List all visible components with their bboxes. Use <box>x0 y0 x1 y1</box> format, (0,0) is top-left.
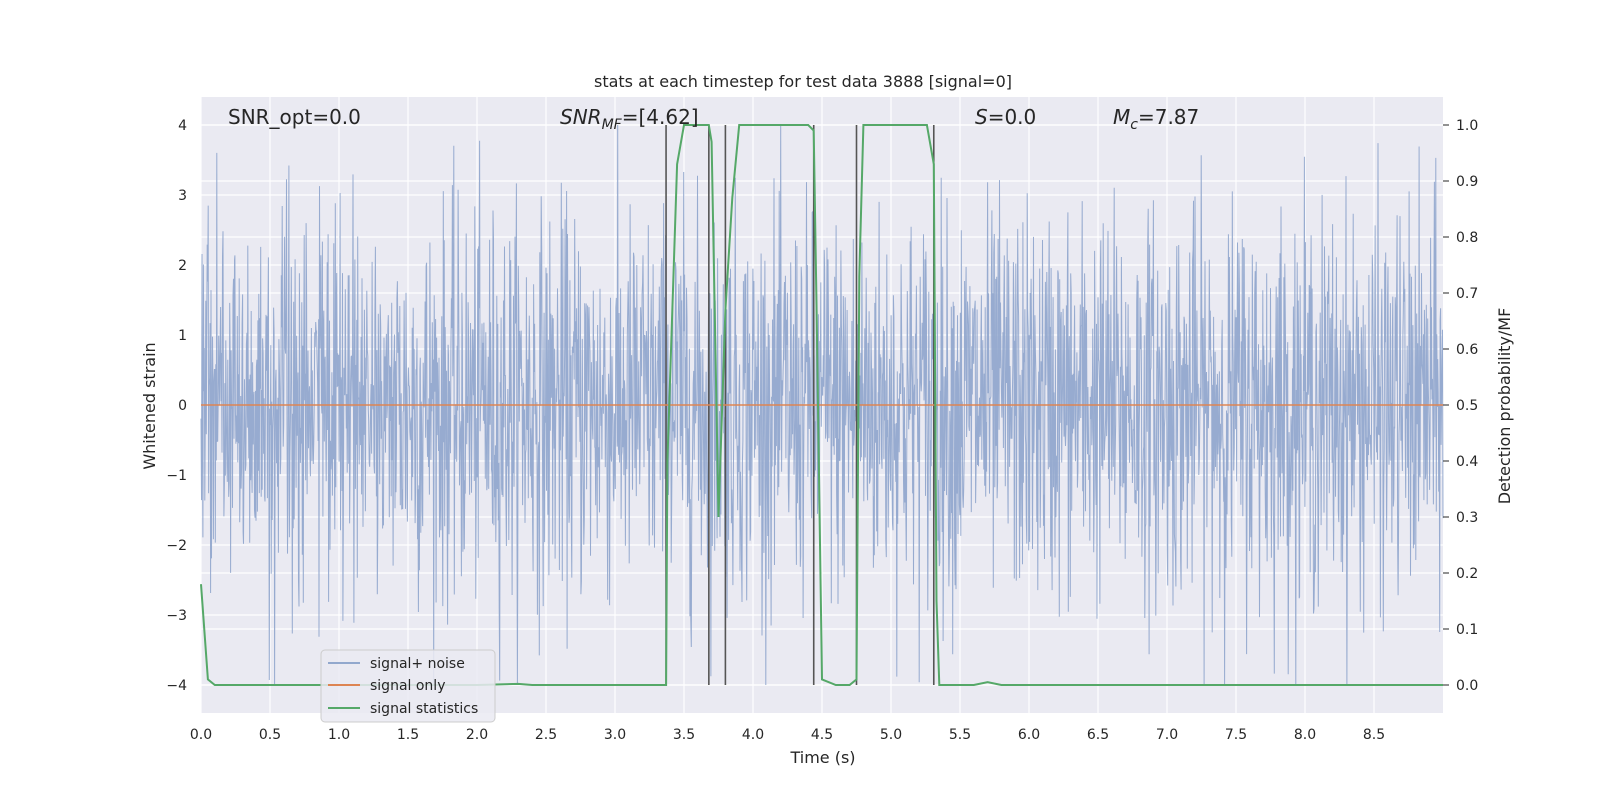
x-tick-label: 7.0 <box>1156 727 1178 743</box>
x-axis-label: Time (s) <box>789 748 855 767</box>
annotation-s-value: =0.0 <box>988 105 1037 129</box>
x-tick-label: 1.5 <box>397 727 419 743</box>
y-tick-label-right: 0.5 <box>1456 398 1478 414</box>
legend-label-signal-only: signal only <box>370 678 445 694</box>
y-tick-label-left: 3 <box>178 188 187 204</box>
legend: signal+ noise signal only signal statist… <box>320 649 496 723</box>
signal-noise-line <box>200 124 1444 686</box>
y-tick-label-left: −2 <box>166 538 187 554</box>
x-tick-label: 3.5 <box>673 727 695 743</box>
signal-noise-series <box>200 124 1444 686</box>
x-tick-label: 1.0 <box>328 727 350 743</box>
x-ticks: 0.0 0.5 1.0 1.5 2.0 2.5 3.0 3.5 4.0 4.5 5.0 5.5 6.0 6… <box>190 727 1385 743</box>
x-tick-label: 0.5 <box>259 727 281 743</box>
x-tick-label: 8.0 <box>1294 727 1316 743</box>
legend-label-signal-noise: signal+ noise <box>370 656 465 672</box>
y-tick-label-right: 0.2 <box>1456 566 1478 582</box>
y-tick-label-left: 1 <box>178 328 187 344</box>
y-tick-label-right: 0.1 <box>1456 622 1478 638</box>
y-tick-label-left: 0 <box>178 398 187 414</box>
x-tick-label: 5.5 <box>949 727 971 743</box>
x-tick-label: 8.5 <box>1363 727 1385 743</box>
legend-label-signal-statistics: signal statistics <box>370 701 478 717</box>
y-tick-label-left: −4 <box>166 678 187 694</box>
x-tick-label: 6.0 <box>1018 727 1040 743</box>
signal-statistics-series <box>200 124 1443 686</box>
y-axis-label-right: Detection probability/MF <box>1495 308 1514 505</box>
x-tick-label: 6.5 <box>1087 727 1109 743</box>
x-tick-label: 2.5 <box>535 727 557 743</box>
x-tick-label: 3.0 <box>604 727 626 743</box>
x-tick-label: 7.5 <box>1225 727 1247 743</box>
y-tick-label-right: 0.3 <box>1456 510 1478 526</box>
x-tick-label: 0.0 <box>190 727 212 743</box>
annotation-s: S=0.0 <box>975 105 1036 129</box>
signal-statistics-line <box>200 124 1443 686</box>
y-tick-label-left: −1 <box>166 468 187 484</box>
x-tick-label: 4.0 <box>742 727 764 743</box>
y-ticks-right: 1.0 0.9 0.8 0.7 0.6 0.5 0.4 0.3 0.2 0.1 0.0 <box>1443 118 1478 694</box>
x-tick-label: 4.5 <box>811 727 833 743</box>
y-tick-label-right: 0.8 <box>1456 230 1478 246</box>
y-tick-label-left: −3 <box>166 608 187 624</box>
chart-title: stats at each timestep for test data 388… <box>594 72 1012 91</box>
x-tick-label: 2.0 <box>466 727 488 743</box>
y-tick-label-right: 0.4 <box>1456 454 1478 470</box>
y-tick-label-right: 0.7 <box>1456 286 1478 302</box>
annotation-mc-value: =7.87 <box>1138 105 1199 129</box>
legend-box <box>320 649 496 723</box>
y-ticks-left: 4 3 2 1 0 −1 −2 −3 −4 <box>166 118 187 694</box>
y-tick-label-right: 0.6 <box>1456 342 1478 358</box>
annotation-snr-mf-value: =[4.62] <box>622 105 699 129</box>
annotation-snr-opt: SNR_opt=0.0 <box>228 105 361 129</box>
y-tick-label-right: 0.0 <box>1456 678 1478 694</box>
y-tick-label-right: 0.9 <box>1456 174 1478 190</box>
y-tick-label-left: 4 <box>178 118 187 134</box>
annotation-snr-mf: SNRMF=[4.62] <box>560 105 699 133</box>
y-axis-label-left: Whitened strain <box>140 342 159 469</box>
y-tick-label-right: 1.0 <box>1456 118 1478 134</box>
x-tick-label: 5.0 <box>880 727 902 743</box>
annotation-mc: Mc=7.87 <box>1113 105 1199 133</box>
y-tick-label-left: 2 <box>178 258 187 274</box>
